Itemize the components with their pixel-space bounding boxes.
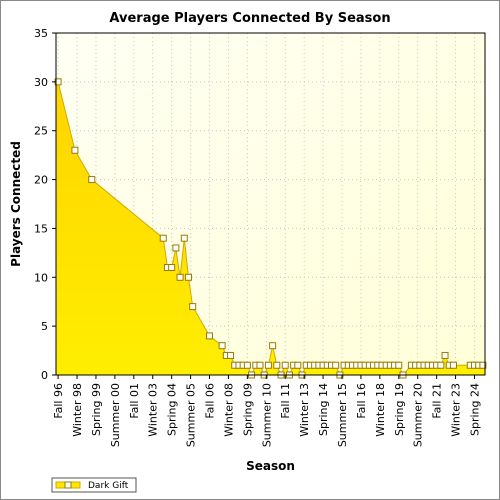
- data-point: [281, 361, 289, 369]
- data-point: [172, 244, 180, 252]
- x-tick-label: Winter 23: [450, 383, 463, 437]
- y-axis-title: Players Connected: [9, 141, 23, 267]
- x-axis: Fall 96 Winter 98 Spring 99 Summer 00 Fall 0…: [52, 375, 481, 447]
- data-point: [479, 361, 487, 369]
- x-tick-label: Spring 04: [166, 383, 179, 436]
- x-tick-label: Summer 00: [109, 383, 122, 447]
- x-tick-label: Fall 16: [355, 383, 368, 419]
- data-point: [159, 234, 167, 242]
- y-axis: 0 5 10 15 20 25 30 35: [34, 27, 56, 382]
- data-point: [218, 342, 226, 350]
- legend: Dark Gift: [51, 477, 137, 493]
- data-point: [395, 361, 403, 369]
- data-point: [180, 234, 188, 242]
- data-point: [437, 361, 445, 369]
- x-tick-label: Spring 99: [90, 383, 103, 436]
- data-point: [176, 273, 184, 281]
- y-tick-label: 0: [41, 369, 48, 382]
- data-point: [441, 351, 449, 359]
- data-point: [256, 361, 264, 369]
- chart-title: Average Players Connected By Season: [109, 11, 390, 26]
- data-point: [294, 361, 302, 369]
- plot-border: [55, 32, 486, 376]
- x-tick-label: Fall 06: [204, 383, 217, 419]
- data-point: [168, 264, 176, 272]
- legend-marker: [64, 481, 72, 489]
- x-tick-label: Fall 96: [52, 383, 65, 419]
- x-tick-label: Summer 20: [412, 383, 425, 447]
- x-tick-label: Winter 08: [222, 383, 235, 437]
- y-tick-label: 25: [34, 125, 48, 138]
- x-tick-label: Winter 03: [147, 383, 160, 437]
- y-tick-label: 35: [34, 27, 48, 40]
- x-tick-label: Spring 24: [468, 383, 481, 436]
- x-tick-label: Spring 09: [241, 383, 254, 436]
- x-tick-label: Spring 14: [317, 383, 330, 436]
- x-tick-label: Fall 11: [279, 383, 292, 419]
- series-area: [56, 81, 485, 375]
- x-axis-title: Season: [246, 459, 295, 473]
- x-tick-label: Summer 10: [260, 383, 273, 447]
- y-tick-label: 15: [34, 222, 48, 235]
- y-tick-label: 5: [41, 320, 48, 333]
- data-point: [273, 361, 281, 369]
- data-point: [88, 176, 96, 184]
- x-tick-label: Summer 15: [336, 383, 349, 447]
- data-point: [332, 361, 340, 369]
- data-point: [71, 146, 79, 154]
- x-tick-label: Fall 21: [431, 383, 444, 419]
- series-markers: [54, 78, 487, 379]
- x-tick-label: Winter 18: [374, 383, 387, 437]
- y-tick-label: 20: [34, 174, 48, 187]
- data-point: [269, 342, 277, 350]
- legend-label: Dark Gift: [88, 481, 129, 491]
- x-tick-label: Winter 98: [71, 383, 84, 437]
- data-point: [449, 361, 457, 369]
- data-point: [206, 332, 214, 340]
- x-tick-label: Spring 19: [393, 383, 406, 436]
- x-tick-label: Fall 01: [128, 383, 141, 419]
- data-point: [184, 273, 192, 281]
- data-point: [243, 361, 251, 369]
- x-tick-label: Summer 05: [185, 383, 198, 447]
- y-tick-label: 30: [34, 76, 48, 89]
- data-point: [189, 303, 197, 311]
- x-tick-label: Winter 13: [298, 383, 311, 437]
- data-point: [264, 361, 272, 369]
- data-point: [227, 351, 235, 359]
- y-tick-label: 10: [34, 271, 48, 284]
